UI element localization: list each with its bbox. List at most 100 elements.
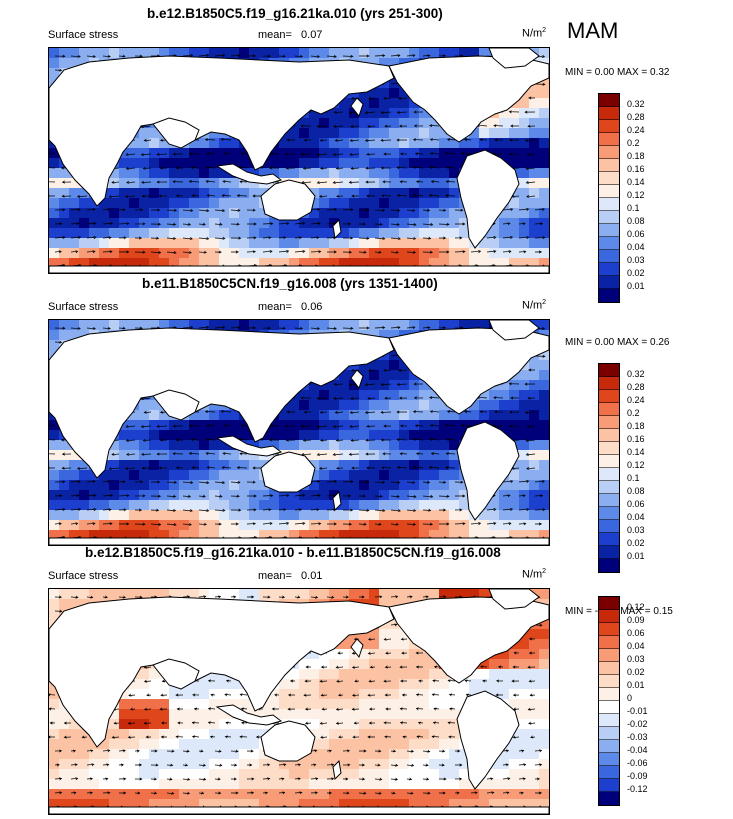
stress-field-cell [249,460,259,470]
stress-field-cell [209,168,219,178]
stress-field-cell [409,739,419,749]
wind-vector-arrow [390,480,401,484]
stress-field-cell [99,779,109,789]
wind-vector-arrow [413,382,424,386]
wind-vector-arrow [338,693,344,697]
stress-field-cell [309,238,319,248]
stress-field-cell [59,218,69,228]
stress-field-cell [309,118,319,128]
wind-vector-arrow [438,250,450,254]
stress-field-cell [209,440,219,450]
stress-field-cell [359,188,369,198]
wind-vector-arrow [445,424,456,428]
colorbar-swatch [599,364,619,377]
stress-field-cell [359,178,369,188]
stress-field-cell [429,709,439,719]
wind-vector-arrow [230,763,238,767]
stress-field-cell [499,410,509,420]
stress-field-cell [49,198,59,208]
wind-vector-arrow [374,508,386,512]
stress-field-cell [399,178,409,188]
wind-vector-arrow [49,453,56,455]
wind-vector-arrow [246,222,257,226]
wind-vector-arrow [124,466,136,470]
stress-field-cell [529,148,539,158]
stress-field-cell [509,248,519,258]
wind-vector-arrow [398,96,408,100]
stress-field-cell [399,228,409,238]
stress-field-cell [129,158,139,168]
wind-vector-arrow [320,166,328,170]
wind-vector-arrow [102,777,109,781]
wind-vector-arrow [413,110,424,114]
stress-field-cell [309,158,319,168]
stress-field-cell [209,178,219,188]
stress-field-cell [239,178,249,188]
stress-field-cell [299,118,309,128]
stress-field-cell [529,168,539,178]
stress-field-cell [149,138,159,148]
stress-field-cell [519,178,529,188]
wind-vector-arrow [422,595,429,599]
wind-vector-arrow [70,595,79,599]
stress-field-cell [389,208,399,218]
stress-field-cell [539,88,549,98]
stress-field-cell [69,248,79,258]
stress-field-cell [359,228,369,238]
stress-field-cell [429,729,439,739]
stress-field-cell [369,258,379,268]
wind-vector-arrow [134,250,146,254]
stress-field-cell [79,799,89,809]
stress-field-cell [449,198,459,208]
stress-field-cell [109,749,119,759]
stress-field-cell [159,709,169,719]
wind-vector-arrow [49,693,56,697]
wind-vector-arrow [262,250,273,254]
stress-field-cell [349,178,359,188]
stress-field-cell [409,218,419,228]
stress-field-cell [259,769,269,779]
stress-field-cell [149,739,159,749]
wind-vector-arrow [320,665,328,669]
stress-field-cell [309,208,319,218]
stress-field-cell [179,699,189,709]
stress-field-cell [529,749,539,759]
wind-vector-arrow [333,396,344,400]
wind-vector-arrow [278,595,286,599]
stress-field-cell [409,789,419,799]
stress-field-cell [449,779,459,789]
stress-field-cell [129,470,139,480]
continent-africa-eurasia [49,55,395,207]
panel-2-mean-value: 0.06 [301,301,323,313]
stress-field-cell [129,430,139,440]
stress-field-cell [129,510,139,520]
stress-field-cell [519,669,529,679]
stress-field-cell [199,420,209,430]
stress-field-cell [299,148,309,158]
wind-vector-arrow [369,707,376,711]
stress-field-cell [449,689,459,699]
stress-field-cell [259,258,269,268]
stress-field-cell [389,78,399,88]
stress-field-cell [459,138,469,148]
wind-vector-arrow [134,494,146,498]
stress-field-cell [389,370,399,380]
stress-field-cell [179,248,189,258]
stress-field-cell [129,490,139,500]
wind-vector-arrow [351,194,360,198]
wind-vector-arrow [526,466,536,470]
stress-field-cell [359,218,369,228]
stress-field-cell [419,420,429,430]
stress-field-cell [129,530,139,540]
stress-field-cell [309,228,319,238]
stress-field-cell [179,430,189,440]
stress-field-cell [309,48,319,58]
stress-field-cell [229,228,239,238]
wind-vector-arrow [70,222,80,226]
continent-indonesia [215,435,283,457]
stress-field-cell [199,470,209,480]
stress-field-cell [439,248,449,258]
stress-field-cell [449,789,459,799]
stress-field-cell [409,729,419,739]
wind-vector-arrow [494,138,504,142]
